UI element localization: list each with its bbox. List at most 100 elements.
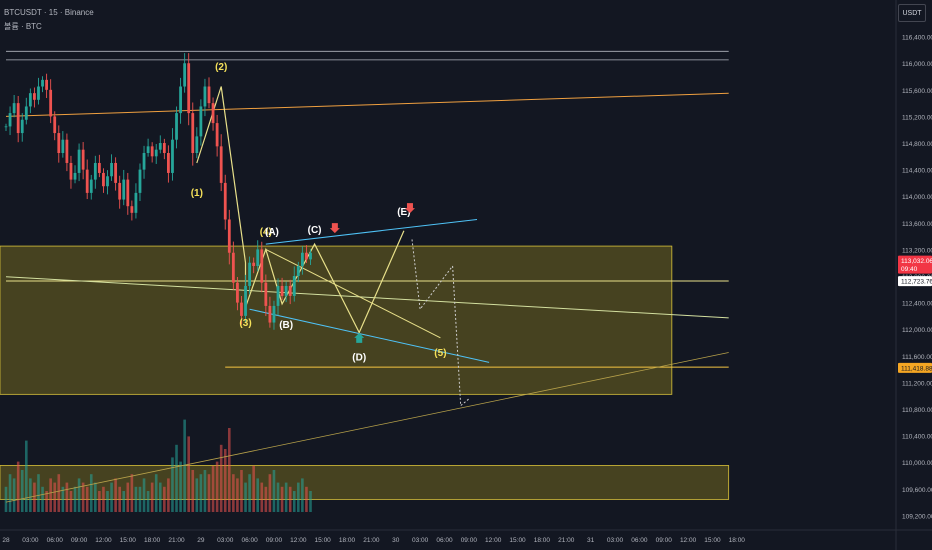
price-tick-label: 111,600.00 [902,354,932,361]
candle-body [114,162,118,183]
price-label-box [898,362,932,373]
volume-bar [37,474,40,512]
volume-bar [276,482,280,512]
currency-button[interactable]: USDT [898,4,926,22]
volume-bar [29,478,32,512]
symbol-title[interactable]: BTCUSDT · 15 · Binance [4,8,94,17]
price-label-text: 112,723.76 [901,279,932,286]
candle-body [8,113,12,127]
wave-label: (1) [191,188,203,199]
rising-trendline [5,352,729,503]
volume-bar [256,478,260,512]
volume-layer [4,419,312,512]
long-falling-line [5,276,729,319]
price-tick-label: 115,200.00 [902,114,932,121]
annotations-layer: (1) (2) (3) (4) (5) (A) (B) (C) (D) (E) [191,62,447,364]
candle-body [16,103,20,134]
volume-bar [4,486,8,512]
volume-bar [228,428,231,512]
candle-body [97,162,101,173]
wave-label: (2) [215,62,227,73]
triangle-converging [265,248,441,339]
time-axis[interactable]: 28 03:00 06:00 09:00 12:00 15:00 18:00 21:00 29 0… [2,537,745,544]
price-tick-label: 113,200.00 [902,247,932,254]
arrow-down-icon [404,203,415,214]
candle-body [57,133,61,153]
time-tick-label: 15:00 [509,537,526,544]
candle-body [292,276,296,296]
price-label-box [898,276,932,287]
volume-bar [110,482,113,512]
volume-indicator-label[interactable]: 볼륨 · BTC [4,22,42,31]
time-tick-label: 03:00 [607,537,624,544]
wave-label: (5) [434,348,446,359]
candle-body [106,176,109,187]
candle-body [227,219,231,253]
time-tick-label: 18:00 [144,537,161,544]
candle-body [142,153,146,170]
candle-body [126,179,130,207]
volume-bar [175,444,178,512]
time-tick-label: 21:00 [168,537,185,544]
price-tick-label: 109,200.00 [902,513,932,520]
time-tick-label: 03:00 [412,537,429,544]
volume-bar [252,465,255,512]
volume-bar [207,474,211,512]
candle-body [248,262,251,286]
time-tick-label: 29 [197,537,205,544]
orange-resistance [5,92,729,117]
volume-bar [171,457,174,512]
candle-body [110,162,113,177]
candle-body [146,146,150,153]
volume-bar [130,474,134,512]
volume-bar [199,474,203,512]
price-tick-label: 109,600.00 [902,487,932,494]
candles-layer [4,53,312,330]
candle-body [183,63,187,87]
candle-body [89,179,93,193]
candle-body [24,106,28,120]
candle-body [118,182,122,200]
candle-body [81,149,85,170]
volume-bar [280,486,284,512]
time-tick-label: 09:00 [461,537,478,544]
volume-bar [138,486,142,512]
candle-body [244,285,247,316]
candle-body [41,79,44,87]
candle-body [256,249,260,267]
volume-bar [203,470,207,512]
volume-bar [12,478,16,512]
candle-body [195,136,199,153]
wave-label: (4) [260,227,272,238]
volume-bar [134,486,138,512]
drawing-lines-layer [5,50,729,503]
candle-body [203,86,207,107]
price-label-countdown: 09:40 [901,266,918,273]
volume-bar [98,491,101,512]
time-tick-label: 15:00 [120,537,137,544]
candle-body [28,93,32,107]
zone-rect-0 [0,245,673,395]
zones-layer [0,245,730,500]
wave-label: (3) [239,318,251,329]
candle-body [264,282,268,306]
candle-body [215,123,219,147]
candle-body [219,146,223,183]
volume-bar [53,482,57,512]
candle-body [211,103,215,124]
candle-body [272,305,276,323]
volume-bar [309,491,312,512]
time-tick-label: 28 [2,537,10,544]
time-tick-label: 15:00 [704,537,721,544]
price-tick-label: 114,400.00 [902,168,932,175]
volume-bar [33,482,36,512]
price-tick-label: 116,400.00 [902,35,932,42]
candle-body [175,113,178,140]
volume-bar [49,478,52,512]
price-tick-label: 116,000.00 [902,61,932,68]
volume-bar [244,482,247,512]
price-tick-label: 115,600.00 [902,88,932,95]
